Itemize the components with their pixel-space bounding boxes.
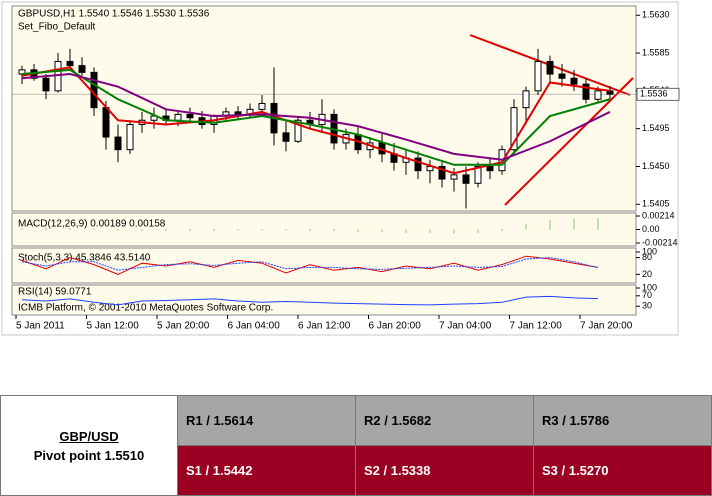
y-tick-label: 1.5450 (642, 161, 670, 171)
copyright: ICMB Platform, © 2001-2010 MetaQuotes So… (18, 303, 273, 314)
x-tick-label: 7 Jan 04:00 (439, 321, 492, 332)
candle-body (258, 102, 266, 110)
y-tick-label: 20 (642, 269, 652, 279)
x-tick-label: 5 Jan 20:00 (157, 321, 210, 332)
candle-body (474, 165, 482, 184)
candle-body (294, 119, 302, 142)
candle-body (522, 90, 530, 109)
candle-body (42, 77, 50, 92)
moving-average (21, 68, 611, 166)
y-tick-label: 0.00 (642, 224, 660, 234)
chart: GBPUSD,H1 1.5540 1.5546 1.5530 1.5536 Se… (1, 1, 680, 336)
y-tick-label: 1.5495 (642, 123, 670, 133)
candle-body (282, 132, 290, 142)
cell: S3 / 1.5270 (533, 445, 712, 496)
x-tick-label: 6 Jan 12:00 (298, 321, 351, 332)
candle-body (570, 77, 578, 85)
cell: S1 / 1.5442 (177, 445, 356, 496)
rsi-label: RSI(14) 59.0771 (18, 287, 92, 298)
x-tick-label: 7 Jan 12:00 (510, 321, 563, 332)
candle-body (582, 83, 590, 100)
x-tick-label: 5 Jan 12:00 (87, 321, 140, 332)
pair-cell: GBP/USD Pivot point 1.5510 (0, 395, 178, 496)
y-tick-label: 0.00214 (642, 210, 675, 220)
moving-average (21, 66, 611, 175)
chart-title: GBPUSD,H1 1.5540 1.5546 1.5530 1.5536 (18, 9, 210, 20)
y-tick-label: 70 (642, 290, 652, 300)
candle-body (510, 107, 518, 151)
candle-body (534, 60, 542, 92)
candle-body (66, 60, 74, 67)
pair: GBP/USD (59, 428, 119, 444)
candle-body (78, 65, 86, 73)
candle-body (102, 107, 110, 138)
candle-body (462, 174, 470, 184)
rsi-line (21, 295, 599, 306)
price-label: 1.5536 (640, 89, 668, 99)
candle-body (234, 111, 242, 115)
candle-body (414, 157, 422, 172)
x-tick-label: 6 Jan 20:00 (369, 321, 422, 332)
candle-body (18, 69, 26, 75)
candle-body (546, 60, 554, 75)
stoch-line (21, 257, 599, 271)
price-box (636, 87, 680, 101)
cell: R2 / 1.5682 (355, 395, 534, 446)
candle-body (486, 165, 494, 172)
cell: R1 / 1.5614 (177, 395, 356, 446)
chart-subtitle: Set_Fibo_Default (18, 22, 95, 33)
candle-body (438, 165, 446, 180)
x-tick-label: 7 Jan 20:00 (580, 321, 633, 332)
pivot-table: GBP/USD Pivot point 1.5510 R1 / 1.5614 R… (0, 395, 712, 496)
y-tick-label: 1.5405 (642, 199, 670, 209)
candle-body (450, 174, 458, 180)
y-tick-label: 1.5630 (642, 10, 670, 20)
y-tick-label: 80 (642, 252, 652, 262)
candle-body (594, 90, 602, 100)
y-tick-label: 100 (642, 246, 657, 256)
candle-body (114, 136, 122, 151)
cell: R3 / 1.5786 (533, 395, 712, 446)
stoch-label: Stoch(5,3,3) 45.3846 43.5140 (18, 253, 151, 264)
y-tick-label: 1.5585 (642, 47, 670, 57)
cell: S2 / 1.5338 (355, 445, 534, 496)
x-tick-label: 5 Jan 2011 (16, 321, 65, 332)
macd-label: MACD(12,26,9) 0.00189 0.00158 (18, 219, 166, 230)
stoch-line (21, 255, 599, 275)
candle-body (186, 113, 194, 119)
y-tick-label: 30 (642, 301, 652, 311)
candle-body (558, 73, 566, 79)
y-tick-label: 100 (642, 282, 657, 292)
moving-average (21, 73, 611, 161)
candle-body (126, 123, 134, 151)
y-tick-label: -0.00214 (642, 237, 678, 247)
candle-body (174, 113, 182, 121)
plot-bg (12, 6, 636, 315)
x-tick-label: 6 Jan 04:00 (228, 321, 281, 332)
trend-line (504, 77, 634, 206)
pivot: Pivot point 1.5510 (33, 447, 145, 463)
